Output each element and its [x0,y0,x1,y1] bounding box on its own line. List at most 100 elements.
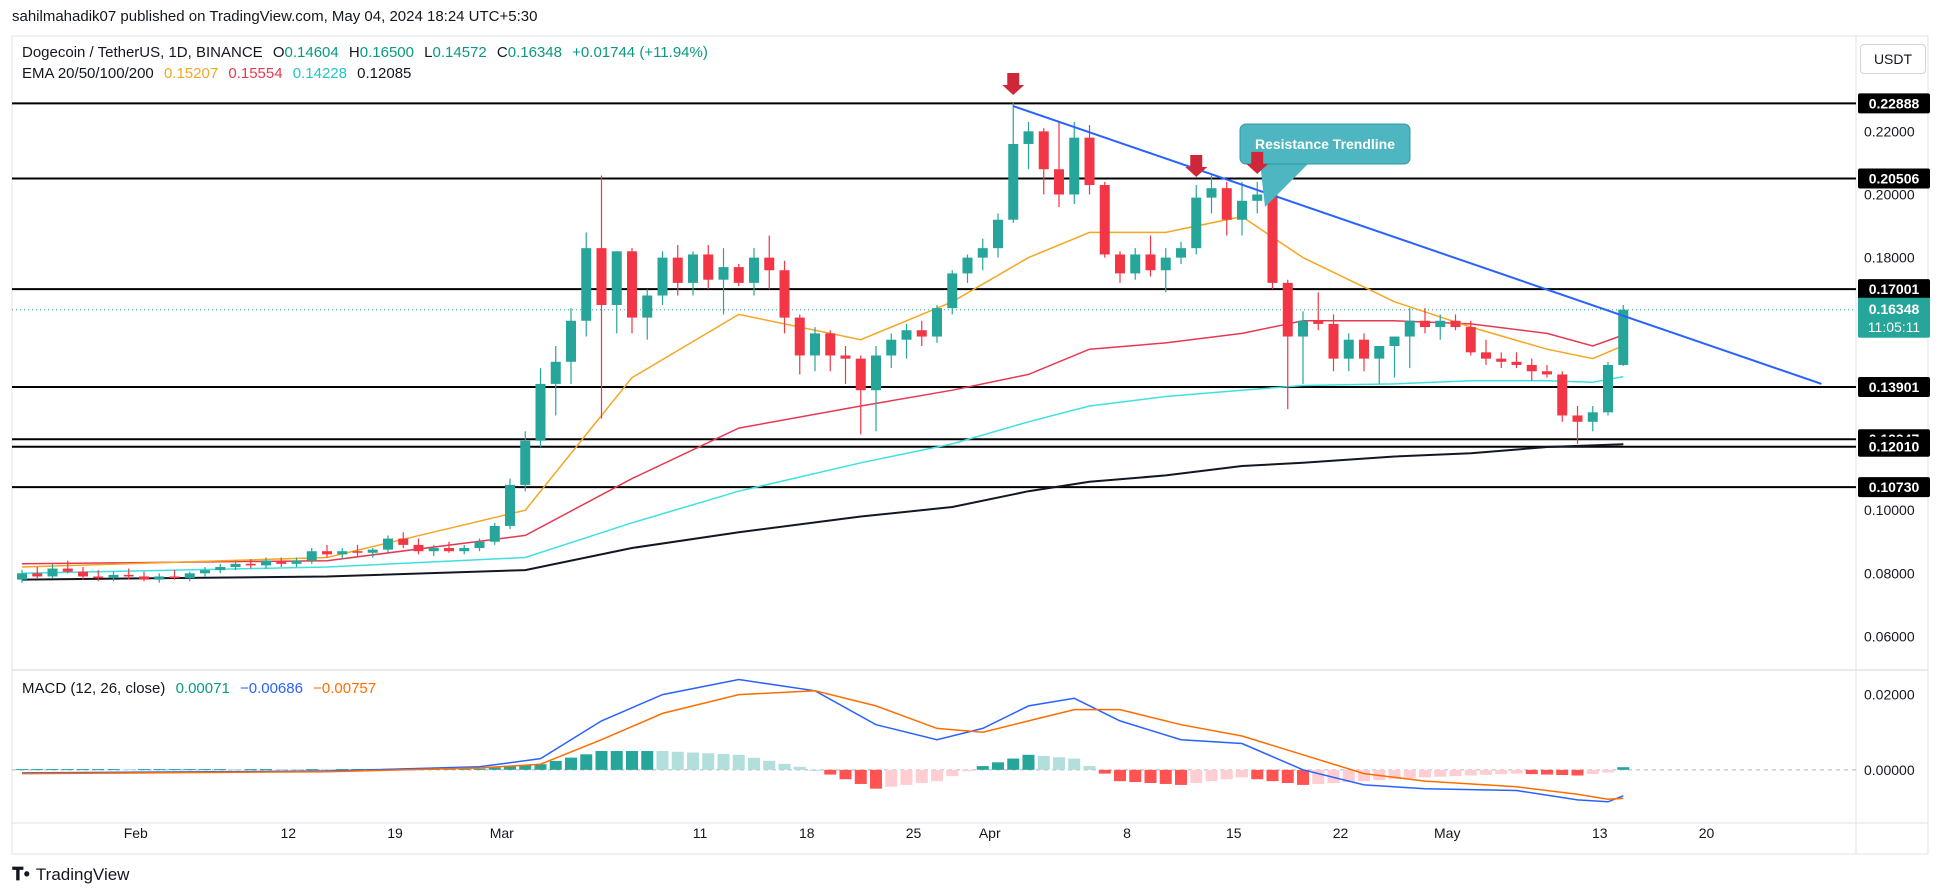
ema100-value: 0.14228 [292,65,347,82]
candle [413,538,424,555]
macd-histogram-bar [793,766,806,770]
candle [1237,181,1247,236]
currency-button[interactable]: USDT [1860,44,1926,74]
candle-body [1084,137,1095,186]
candle-body [62,568,73,572]
macd-histogram-bar [260,769,272,771]
candle [1404,308,1415,369]
macd-histogram-bar [1281,769,1294,784]
high-value: 0.16500 [359,44,414,61]
candle-body [1176,248,1186,258]
candle-body [367,549,378,553]
candle [1465,320,1476,356]
candle-body [627,251,637,318]
candle [886,333,897,369]
macd-histogram-bar [961,769,974,772]
macd-histogram-bar [702,753,715,770]
macd-histogram-bar [1586,769,1599,774]
candle [855,355,866,435]
macd-histogram-bar [1098,769,1111,774]
macd-histogram-bar [1037,756,1050,770]
candle [1099,181,1110,258]
candle-body [1587,412,1598,422]
candle [932,304,942,343]
candle [489,522,500,545]
macd-histogram-bar [1342,769,1355,783]
macd-histogram-bar [1068,758,1081,770]
candle-body [1298,320,1308,337]
ema-label[interactable]: EMA 20/50/100/200 [22,65,154,82]
candle-body [855,358,866,391]
candle [733,263,744,287]
candle-body [520,440,531,485]
level-badge [1858,279,1930,300]
candle [962,254,973,283]
candle-body [901,330,912,340]
candle-body [1526,364,1537,372]
candle-body [1038,131,1049,170]
symbol-legend: Dogecoin / TetherUS, 1D, BINANCE O0.1460… [22,44,708,61]
macd-histogram-bar [900,769,913,785]
candle [1023,121,1034,170]
candle [1054,121,1064,208]
macd-histogram-bar [519,765,532,770]
candle [383,535,393,553]
candle-body [703,254,714,280]
candle-body [123,574,134,577]
candle-body [916,330,927,337]
candle [1572,405,1583,444]
candle [1526,358,1537,381]
macd-histogram-bar [336,769,349,771]
candle-body [1481,352,1491,359]
macd-histogram-bar [778,763,791,770]
candle-body [398,538,409,545]
candle [1496,352,1507,369]
macd-histogram-bar [687,752,699,770]
macd-histogram-bar [626,751,638,770]
candle [1282,279,1293,410]
macd-histogram-bar [595,751,608,770]
macd-histogram-bar [976,766,989,770]
candle-body [230,563,241,567]
macd-label[interactable]: MACD (12, 26, close) [22,680,166,697]
macd-histogram-bar [549,760,562,770]
down-arrow-icon [1246,151,1269,174]
macd-histogram-bar [504,766,516,770]
symbol-name[interactable]: Dogecoin / TetherUS, 1D, BINANCE [22,44,263,61]
macd-histogram-bar [1251,769,1264,780]
candle-body [1404,320,1415,337]
candle [611,251,622,334]
candle [825,330,836,372]
macd-histogram-bar [1114,769,1126,782]
candle [947,270,958,315]
macd-histogram-bar [1480,769,1492,775]
macd-histogram-bar [1327,769,1340,784]
ema200-value: 0.12085 [357,65,412,82]
macd-line-value: −0.00686 [239,680,303,697]
candle-body [1008,143,1019,220]
candle [1115,251,1125,283]
candle-body [550,361,561,384]
macd-histogram-bar [870,769,882,789]
ema200-line [21,443,1624,581]
candle [871,346,881,432]
candle [977,238,988,271]
candle-body [611,251,622,305]
candle [550,346,561,416]
time-tick-label: Apr [979,825,1001,841]
ema-legend: EMA 20/50/100/200 0.15207 0.15554 0.1422… [22,65,411,82]
candle-body [1618,309,1629,365]
macd-histogram-bar [1022,754,1035,770]
candle [1435,314,1446,340]
candle [337,548,348,560]
candle [505,478,515,530]
tradingview-logo: 𝐓• TradingView [12,864,129,885]
publisher-text: sahilmahadik07 published on TradingView.… [12,8,538,25]
candle [398,532,409,549]
macd-histogram-bar [1464,769,1477,776]
candle-body [261,560,271,566]
candle-body [1603,364,1613,413]
candle-body [718,267,729,280]
close-label: C [496,44,508,61]
